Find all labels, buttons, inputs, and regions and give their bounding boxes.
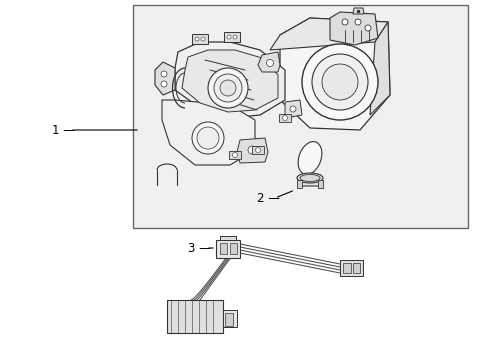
Circle shape <box>267 59 273 67</box>
Bar <box>220 243 227 254</box>
Circle shape <box>248 146 256 154</box>
Ellipse shape <box>298 141 322 174</box>
Bar <box>353 263 360 273</box>
Circle shape <box>161 81 167 87</box>
Polygon shape <box>370 22 390 115</box>
Polygon shape <box>223 310 237 327</box>
Circle shape <box>208 68 248 108</box>
Circle shape <box>201 37 205 41</box>
Text: 1 —: 1 — <box>52 123 75 136</box>
Polygon shape <box>237 138 268 163</box>
Polygon shape <box>340 260 363 276</box>
Polygon shape <box>216 240 240 258</box>
Circle shape <box>233 35 237 39</box>
Bar <box>230 243 237 254</box>
Polygon shape <box>229 151 241 159</box>
Circle shape <box>192 122 224 154</box>
Bar <box>318 180 323 188</box>
Bar <box>225 313 233 326</box>
Polygon shape <box>252 146 264 154</box>
Circle shape <box>255 148 261 153</box>
Polygon shape <box>155 62 175 95</box>
Polygon shape <box>182 50 278 112</box>
Bar <box>224 32 240 42</box>
Circle shape <box>302 44 378 120</box>
Polygon shape <box>258 52 280 72</box>
Circle shape <box>214 74 242 102</box>
Circle shape <box>365 25 371 31</box>
Circle shape <box>290 106 296 112</box>
Circle shape <box>197 127 219 149</box>
Circle shape <box>322 64 358 100</box>
Circle shape <box>220 80 236 96</box>
Bar <box>297 180 302 188</box>
Polygon shape <box>330 12 378 45</box>
Polygon shape <box>353 8 364 14</box>
Polygon shape <box>220 236 236 240</box>
Circle shape <box>355 19 361 25</box>
Circle shape <box>312 54 368 110</box>
Circle shape <box>342 19 348 25</box>
Circle shape <box>232 153 238 158</box>
Polygon shape <box>167 300 223 333</box>
Circle shape <box>195 37 199 41</box>
Polygon shape <box>270 18 388 50</box>
Ellipse shape <box>297 173 323 183</box>
Bar <box>343 263 351 273</box>
Circle shape <box>161 71 167 77</box>
Text: 3 —: 3 — <box>188 242 211 255</box>
Polygon shape <box>162 100 255 165</box>
Ellipse shape <box>300 175 320 181</box>
Text: 2 —: 2 — <box>257 192 280 204</box>
Bar <box>192 34 208 44</box>
Polygon shape <box>175 42 285 118</box>
Bar <box>133 5 468 228</box>
Polygon shape <box>298 175 322 186</box>
Circle shape <box>227 35 231 39</box>
Polygon shape <box>285 100 302 118</box>
Polygon shape <box>280 18 390 130</box>
Polygon shape <box>279 114 291 122</box>
Circle shape <box>283 116 288 121</box>
